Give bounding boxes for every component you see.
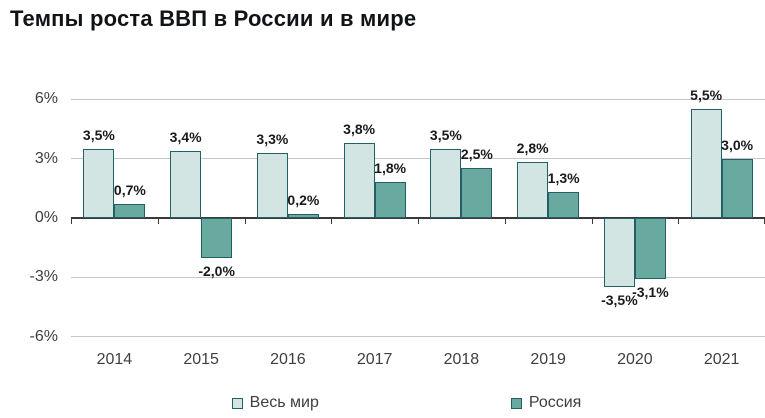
- value-label-world-2016: 3,3%: [256, 130, 289, 147]
- y-axis-label-0%: 0%: [34, 209, 58, 226]
- gridline--3%: [71, 276, 765, 278]
- value-label-world-2018: 3,5%: [429, 126, 462, 143]
- bar-world-2014: [83, 148, 115, 218]
- bar-world-2017: [343, 142, 375, 218]
- x-axis-tick: [418, 218, 419, 224]
- x-axis-label-2021: 2021: [703, 351, 740, 368]
- x-axis-tick: [157, 218, 159, 224]
- bar-russia-2015: [201, 218, 233, 258]
- x-axis-label-2015: 2015: [183, 351, 219, 368]
- legend-item-russia: Россия: [510, 394, 582, 412]
- bar-russia-2014: [114, 204, 146, 218]
- value-label-world-2017: 3,8%: [343, 120, 376, 137]
- bar-russia-2016: [287, 214, 319, 218]
- x-axis-tick: [331, 218, 333, 224]
- x-axis-label-2017: 2017: [356, 351, 393, 368]
- y-axis-label--6%: -6%: [29, 327, 58, 345]
- legend-swatch-world-icon: [231, 397, 243, 409]
- x-axis-tick: [591, 218, 593, 224]
- legend: Весь мир Россия: [0, 394, 765, 412]
- bar-world-2016: [256, 152, 288, 218]
- x-axis-tick: [71, 218, 72, 224]
- legend-item-world: Весь мир: [231, 394, 319, 412]
- bar-russia-2021: [721, 158, 753, 218]
- x-axis-label-2016: 2016: [270, 351, 306, 368]
- bar-russia-2020: [634, 218, 666, 280]
- value-label-russia-2019: 1,3%: [547, 170, 580, 187]
- x-axis-label-2019: 2019: [530, 351, 566, 368]
- legend-label-russia: Россия: [528, 394, 582, 411]
- x-axis-label-2018: 2018: [443, 351, 480, 368]
- bar-world-2015: [170, 150, 202, 218]
- x-axis-label-2014: 2014: [96, 351, 133, 368]
- x-axis-tick: [504, 218, 506, 224]
- y-axis-label-6%: 6%: [34, 90, 58, 107]
- value-label-world-2015: 3,4%: [169, 128, 202, 145]
- bar-world-2021: [690, 108, 722, 218]
- value-label-russia-2015: -2,0%: [198, 262, 235, 279]
- value-label-russia-2020: -3,1%: [632, 284, 669, 301]
- bar-world-2018: [430, 148, 462, 218]
- bar-russia-2017: [374, 182, 406, 218]
- x-axis-tick: [244, 218, 246, 224]
- y-axis-label--3%: -3%: [29, 268, 58, 286]
- x-axis-label-2020: 2020: [617, 351, 653, 368]
- gridline--6%: [71, 336, 765, 338]
- value-label-russia-2014: 0,7%: [113, 182, 146, 199]
- value-label-world-2020: -3,5%: [601, 292, 638, 309]
- value-label-world-2014: 3,5%: [82, 126, 115, 143]
- value-label-russia-2018: 2,5%: [460, 146, 493, 163]
- bar-russia-2018: [461, 168, 493, 218]
- value-label-world-2021: 5,5%: [690, 86, 723, 103]
- legend-swatch-russia-icon: [510, 397, 522, 409]
- bar-world-2020: [603, 218, 635, 288]
- chart-title: Темпы роста ВВП в России и в мире: [10, 6, 417, 31]
- bar-russia-2019: [548, 192, 580, 218]
- value-label-russia-2016: 0,2%: [287, 192, 320, 209]
- x-axis-tick: [678, 218, 680, 224]
- legend-label-world: Весь мир: [249, 394, 319, 411]
- value-label-russia-2021: 3,0%: [721, 136, 754, 153]
- bar-world-2019: [517, 162, 549, 218]
- gridline-6%: [71, 98, 765, 100]
- y-axis-label-3%: 3%: [34, 149, 58, 167]
- value-label-russia-2017: 1,8%: [374, 160, 407, 177]
- gridline-3%: [71, 158, 765, 159]
- value-label-world-2019: 2,8%: [516, 140, 549, 157]
